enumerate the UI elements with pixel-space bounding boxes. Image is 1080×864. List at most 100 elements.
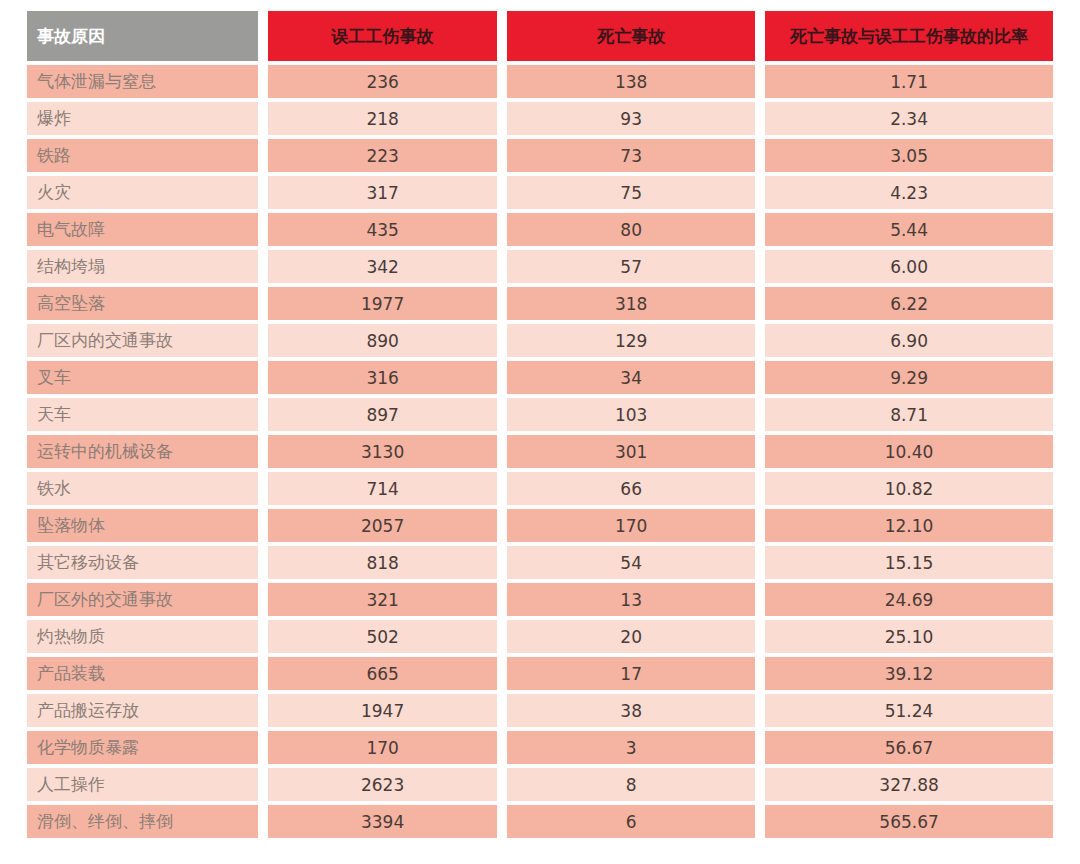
fatal-accidents-cell: 73 <box>507 139 755 172</box>
fatal-accidents-cell: 20 <box>507 620 755 653</box>
table-row: 灼热物质 502 20 25.10 <box>27 620 1053 653</box>
ratio-cell: 565.67 <box>765 805 1053 838</box>
fatal-accidents-cell: 170 <box>507 509 755 542</box>
fatal-accidents-cell: 6 <box>507 805 755 838</box>
table-row: 火灾 317 75 4.23 <box>27 176 1053 209</box>
fatal-accidents-cell: 129 <box>507 324 755 357</box>
cause-cell: 天车 <box>27 398 258 431</box>
lost-time-injuries-cell: 818 <box>268 546 497 579</box>
cause-cell: 电气故障 <box>27 213 258 246</box>
ratio-cell: 6.00 <box>765 250 1053 283</box>
table-row: 厂区内的交通事故 890 129 6.90 <box>27 324 1053 357</box>
header-row: 事故原因 误工工伤事故 死亡事故 死亡事故与误工工伤事故的比率 <box>27 11 1053 61</box>
accident-statistics-table: 事故原因 误工工伤事故 死亡事故 死亡事故与误工工伤事故的比率 气体泄漏与窒息 … <box>27 11 1053 838</box>
ratio-cell: 9.29 <box>765 361 1053 394</box>
cause-cell: 滑倒、绊倒、摔倒 <box>27 805 258 838</box>
header-cell-lost-time-injuries: 误工工伤事故 <box>268 11 497 61</box>
cause-cell: 灼热物质 <box>27 620 258 653</box>
cause-cell: 结构垮塌 <box>27 250 258 283</box>
cause-cell: 厂区外的交通事故 <box>27 583 258 616</box>
accident-statistics-table-container: 事故原因 误工工伤事故 死亡事故 死亡事故与误工工伤事故的比率 气体泄漏与窒息 … <box>27 11 1053 838</box>
cause-cell: 产品装载 <box>27 657 258 690</box>
lost-time-injuries-cell: 3130 <box>268 435 497 468</box>
cause-cell: 铁水 <box>27 472 258 505</box>
table-row: 厂区外的交通事故 321 13 24.69 <box>27 583 1053 616</box>
fatal-accidents-cell: 80 <box>507 213 755 246</box>
table-row: 铁水 714 66 10.82 <box>27 472 1053 505</box>
fatal-accidents-cell: 66 <box>507 472 755 505</box>
cause-cell: 叉车 <box>27 361 258 394</box>
lost-time-injuries-cell: 3394 <box>268 805 497 838</box>
lost-time-injuries-cell: 342 <box>268 250 497 283</box>
table-row: 结构垮塌 342 57 6.00 <box>27 250 1053 283</box>
ratio-cell: 6.90 <box>765 324 1053 357</box>
cause-cell: 高空坠落 <box>27 287 258 320</box>
lost-time-injuries-cell: 321 <box>268 583 497 616</box>
lost-time-injuries-cell: 170 <box>268 731 497 764</box>
lost-time-injuries-cell: 665 <box>268 657 497 690</box>
fatal-accidents-cell: 301 <box>507 435 755 468</box>
cause-cell: 气体泄漏与窒息 <box>27 65 258 98</box>
lost-time-injuries-cell: 897 <box>268 398 497 431</box>
cause-cell: 运转中的机械设备 <box>27 435 258 468</box>
table-row: 产品装载 665 17 39.12 <box>27 657 1053 690</box>
fatal-accidents-cell: 93 <box>507 102 755 135</box>
table-row: 产品搬运存放 1947 38 51.24 <box>27 694 1053 727</box>
ratio-cell: 24.69 <box>765 583 1053 616</box>
table-row: 爆炸 218 93 2.34 <box>27 102 1053 135</box>
lost-time-injuries-cell: 714 <box>268 472 497 505</box>
table-row: 气体泄漏与窒息 236 138 1.71 <box>27 65 1053 98</box>
lost-time-injuries-cell: 890 <box>268 324 497 357</box>
cause-cell: 坠落物体 <box>27 509 258 542</box>
fatal-accidents-cell: 13 <box>507 583 755 616</box>
ratio-cell: 3.05 <box>765 139 1053 172</box>
ratio-cell: 10.40 <box>765 435 1053 468</box>
page: 事故原因 误工工伤事故 死亡事故 死亡事故与误工工伤事故的比率 气体泄漏与窒息 … <box>0 0 1080 864</box>
table-header: 事故原因 误工工伤事故 死亡事故 死亡事故与误工工伤事故的比率 <box>27 11 1053 61</box>
ratio-cell: 56.67 <box>765 731 1053 764</box>
ratio-cell: 6.22 <box>765 287 1053 320</box>
ratio-cell: 10.82 <box>765 472 1053 505</box>
table-row: 运转中的机械设备 3130 301 10.40 <box>27 435 1053 468</box>
fatal-accidents-cell: 75 <box>507 176 755 209</box>
ratio-cell: 15.15 <box>765 546 1053 579</box>
lost-time-injuries-cell: 1977 <box>268 287 497 320</box>
ratio-cell: 25.10 <box>765 620 1053 653</box>
table-row: 电气故障 435 80 5.44 <box>27 213 1053 246</box>
fatal-accidents-cell: 34 <box>507 361 755 394</box>
ratio-cell: 12.10 <box>765 509 1053 542</box>
lost-time-injuries-cell: 223 <box>268 139 497 172</box>
fatal-accidents-cell: 38 <box>507 694 755 727</box>
fatal-accidents-cell: 17 <box>507 657 755 690</box>
fatal-accidents-cell: 57 <box>507 250 755 283</box>
table-row: 叉车 316 34 9.29 <box>27 361 1053 394</box>
table-row: 坠落物体 2057 170 12.10 <box>27 509 1053 542</box>
ratio-cell: 327.88 <box>765 768 1053 801</box>
lost-time-injuries-cell: 2623 <box>268 768 497 801</box>
cause-cell: 铁路 <box>27 139 258 172</box>
fatal-accidents-cell: 103 <box>507 398 755 431</box>
table-row: 人工操作 2623 8 327.88 <box>27 768 1053 801</box>
table-row: 其它移动设备 818 54 15.15 <box>27 546 1053 579</box>
ratio-cell: 1.71 <box>765 65 1053 98</box>
lost-time-injuries-cell: 218 <box>268 102 497 135</box>
table-row: 铁路 223 73 3.05 <box>27 139 1053 172</box>
cause-cell: 化学物质暴露 <box>27 731 258 764</box>
lost-time-injuries-cell: 1947 <box>268 694 497 727</box>
header-cell-fatal-accidents: 死亡事故 <box>507 11 755 61</box>
table-row: 滑倒、绊倒、摔倒 3394 6 565.67 <box>27 805 1053 838</box>
ratio-cell: 51.24 <box>765 694 1053 727</box>
lost-time-injuries-cell: 317 <box>268 176 497 209</box>
ratio-cell: 2.34 <box>765 102 1053 135</box>
lost-time-injuries-cell: 2057 <box>268 509 497 542</box>
lost-time-injuries-cell: 435 <box>268 213 497 246</box>
fatal-accidents-cell: 3 <box>507 731 755 764</box>
lost-time-injuries-cell: 316 <box>268 361 497 394</box>
cause-cell: 厂区内的交通事故 <box>27 324 258 357</box>
fatal-accidents-cell: 54 <box>507 546 755 579</box>
header-cell-fatal-to-lost-time-ratio: 死亡事故与误工工伤事故的比率 <box>765 11 1053 61</box>
ratio-cell: 5.44 <box>765 213 1053 246</box>
table-body: 气体泄漏与窒息 236 138 1.71 爆炸 218 93 2.34 铁路 2… <box>27 65 1053 838</box>
cause-cell: 爆炸 <box>27 102 258 135</box>
cause-cell: 火灾 <box>27 176 258 209</box>
